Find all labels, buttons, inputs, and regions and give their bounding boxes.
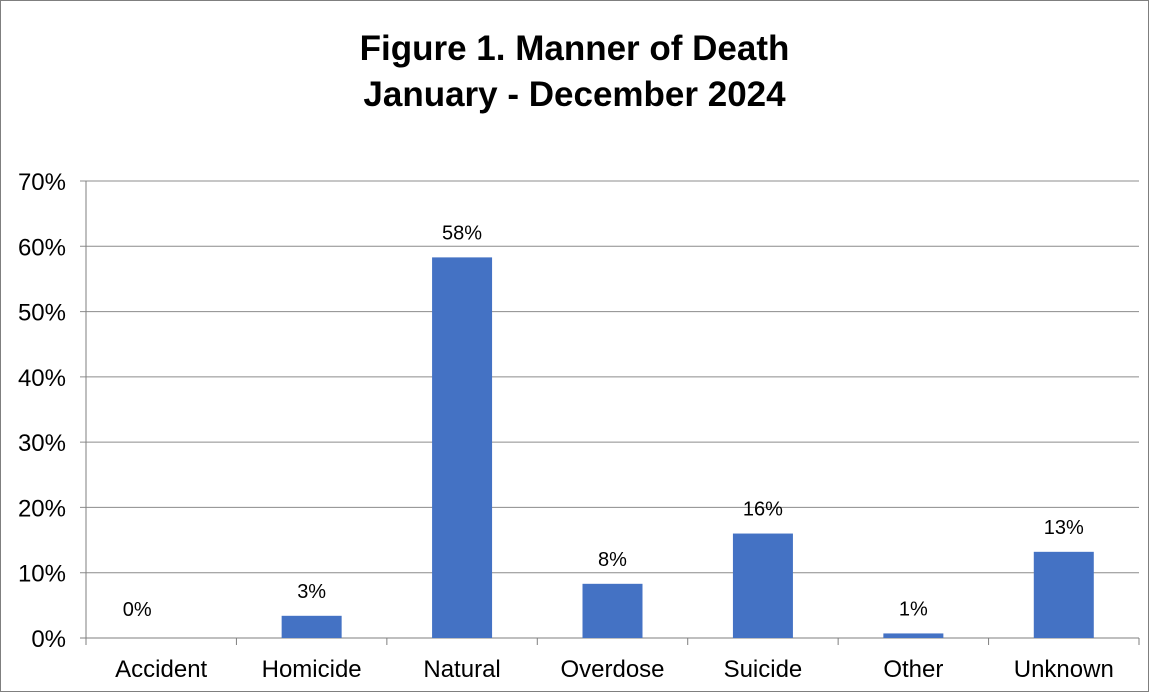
x-tick-label-overdose: Overdose (560, 656, 664, 683)
chart-title-line-1: Figure 1. Manner of Death (359, 29, 790, 68)
bar-suicide (732, 533, 793, 638)
y-tick-label: 50% (18, 300, 66, 327)
x-tick-label-natural: Natural (423, 656, 500, 683)
data-label-unknown: 13% (1044, 517, 1084, 539)
data-label-accident: 0% (123, 599, 152, 621)
bar-other (883, 633, 944, 638)
bar-homicide (281, 615, 342, 638)
x-tick-label-unknown: Unknown (1014, 656, 1114, 683)
y-tick-label: 0% (31, 626, 66, 653)
y-tick-label: 70% (18, 169, 66, 196)
y-tick-label: 20% (18, 495, 66, 522)
x-tick-label-suicide: Suicide (724, 656, 803, 683)
data-label-natural: 58% (442, 222, 482, 244)
x-tick-label-other: Other (883, 656, 943, 683)
data-label-homicide: 3% (297, 581, 326, 603)
bar-natural (432, 257, 493, 638)
data-label-overdose: 8% (598, 549, 627, 571)
x-tick-label-accident: Accident (115, 656, 207, 683)
bar-unknown (1033, 551, 1094, 638)
chart-title-line-2: January - December 2024 (363, 75, 786, 114)
x-tick-label-homicide: Homicide (262, 656, 362, 683)
y-tick-label: 60% (18, 234, 66, 261)
data-label-suicide: 16% (743, 499, 783, 521)
bar-overdose (582, 583, 643, 638)
data-label-other: 1% (899, 598, 928, 620)
y-tick-label: 40% (18, 365, 66, 392)
y-tick-label: 30% (18, 430, 66, 457)
y-tick-label: 10% (18, 561, 66, 588)
